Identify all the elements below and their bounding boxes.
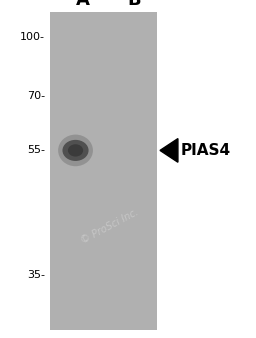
Text: PIAS4: PIAS4	[180, 143, 231, 158]
Text: A: A	[76, 0, 90, 9]
Text: 100-: 100-	[20, 32, 45, 42]
Polygon shape	[160, 139, 178, 162]
Text: © ProSci Inc.: © ProSci Inc.	[80, 207, 141, 246]
Text: 70-: 70-	[27, 91, 45, 101]
Text: 35-: 35-	[27, 270, 45, 281]
Ellipse shape	[68, 144, 83, 156]
Ellipse shape	[62, 140, 89, 161]
Ellipse shape	[58, 135, 93, 166]
Text: 55-: 55-	[27, 145, 45, 155]
Bar	[50, 12, 157, 330]
Text: B: B	[127, 0, 141, 9]
